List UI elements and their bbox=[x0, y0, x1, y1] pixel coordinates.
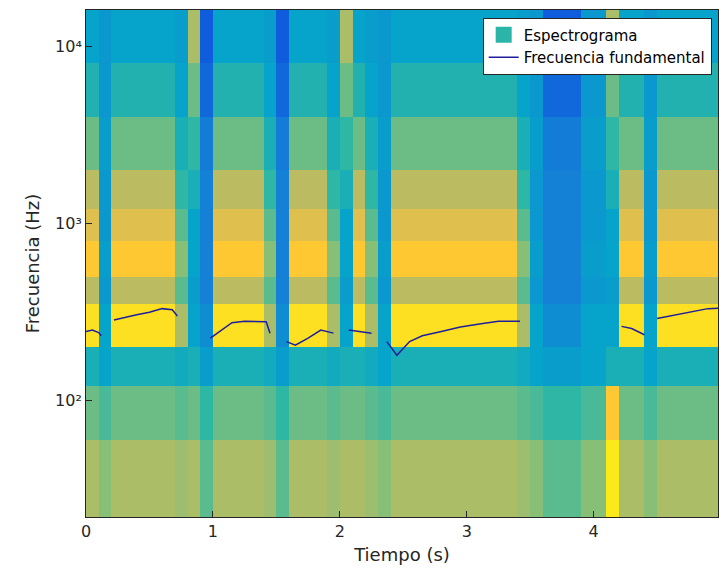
svg-text:0: 0 bbox=[81, 522, 91, 541]
svg-text:10²: 10² bbox=[55, 391, 82, 410]
svg-text:Tiempo (s): Tiempo (s) bbox=[353, 544, 450, 565]
svg-text:Frecuencia fundamental: Frecuencia fundamental bbox=[524, 49, 705, 67]
svg-text:3: 3 bbox=[462, 522, 472, 541]
svg-text:Frecuencia (Hz): Frecuencia (Hz) bbox=[22, 194, 43, 334]
svg-text:10⁴: 10⁴ bbox=[55, 37, 82, 56]
svg-text:4: 4 bbox=[589, 522, 599, 541]
svg-text:10³: 10³ bbox=[55, 214, 82, 233]
svg-text:Espectrograma: Espectrograma bbox=[524, 27, 638, 45]
svg-text:2: 2 bbox=[335, 522, 345, 541]
svg-text:1: 1 bbox=[208, 522, 218, 541]
